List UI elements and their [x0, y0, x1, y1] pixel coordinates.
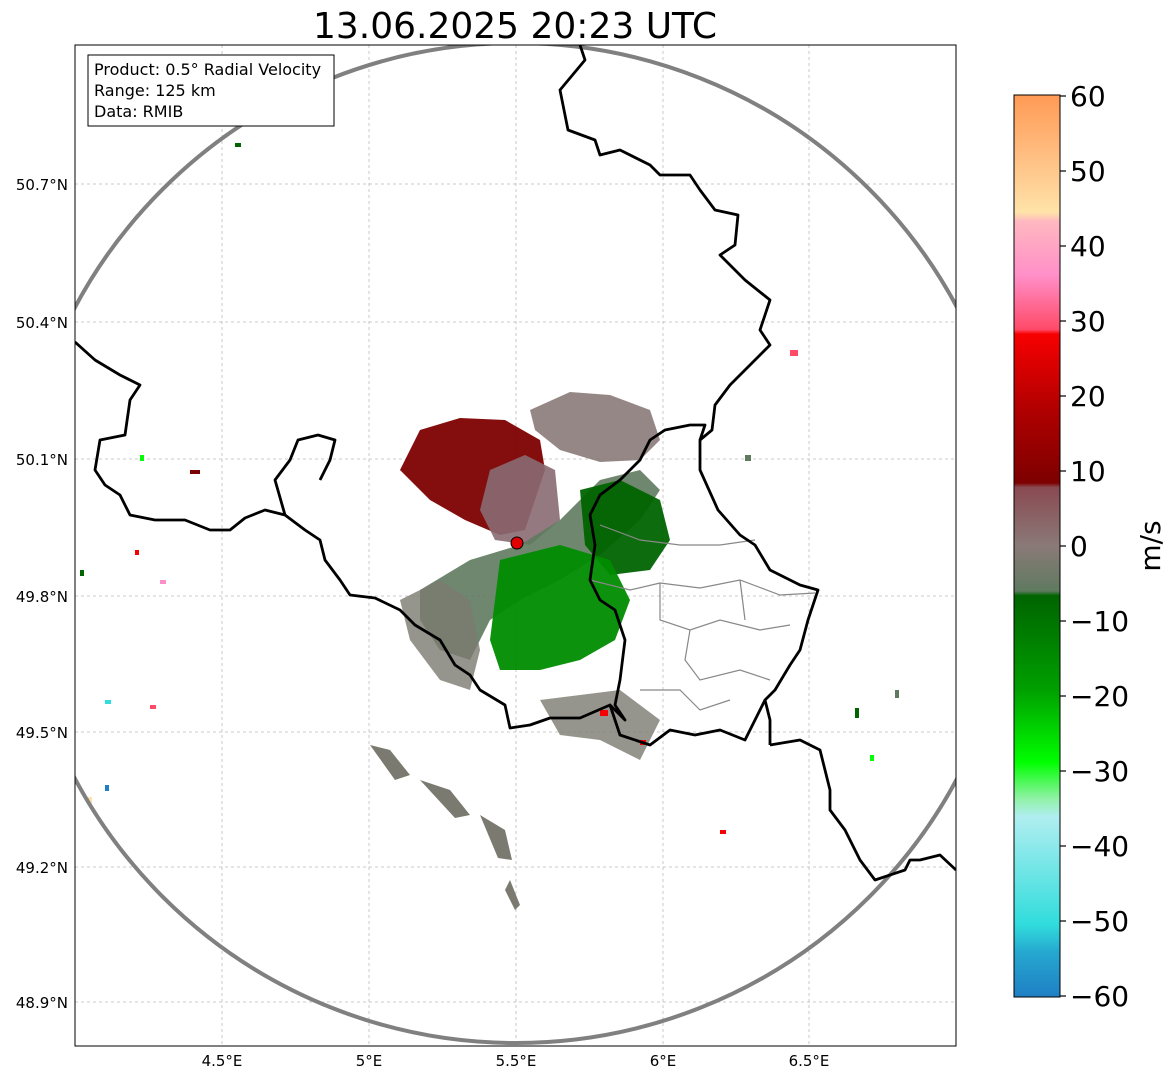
lat-label: 49.2°N [16, 859, 68, 877]
info-box: Product: 0.5° Radial Velocity Range: 125… [87, 54, 335, 127]
country-borders [75, 45, 956, 882]
colorbar-tick: 50 [1070, 155, 1106, 188]
colorbar-tick: 0 [1070, 530, 1088, 563]
info-data: Data: RMIB [94, 102, 183, 121]
lon-label: 6°E [650, 1052, 677, 1070]
colorbar-tick: 20 [1070, 380, 1106, 413]
latitude-labels: 50.7°N 50.4°N 50.1°N 49.8°N 49.5°N 49.2°… [16, 176, 68, 1012]
colorbar-unit: m/s [1134, 520, 1167, 571]
map-title: 13.06.2025 20:23 UTC [313, 6, 717, 47]
colorbar-tick: −20 [1070, 680, 1129, 713]
radar-site-marker [510, 536, 524, 550]
info-product: Product: 0.5° Radial Velocity [94, 60, 321, 79]
lon-label: 5°E [356, 1052, 383, 1070]
colorbar-tick: −30 [1070, 755, 1129, 788]
colorbar-tick: −40 [1070, 830, 1129, 863]
lat-label: 49.8°N [16, 588, 68, 606]
colorbar: 60 50 40 30 20 10 0 −10 −20 −30 −40 −50 … [1013, 80, 1167, 1013]
map-frame [74, 44, 957, 1047]
colorbar-tick: −60 [1070, 980, 1129, 1013]
lat-label: 50.7°N [16, 176, 68, 194]
colorbar-gradient [1013, 94, 1061, 998]
colorbar-tick: 60 [1070, 80, 1106, 113]
lat-label: 49.5°N [16, 724, 68, 742]
lon-label: 6.5°E [789, 1052, 830, 1070]
colorbar-tick: −10 [1070, 605, 1129, 638]
lat-label: 50.4°N [16, 314, 68, 332]
colorbar-tick: 30 [1070, 305, 1106, 338]
lat-label: 48.9°N [16, 994, 68, 1012]
info-range: Range: 125 km [94, 81, 216, 100]
map-content [75, 45, 956, 1046]
longitude-labels: 4.5°E 5°E 5.5°E 6°E 6.5°E [202, 1052, 830, 1070]
range-ring [75, 45, 956, 1045]
lat-label: 50.1°N [16, 451, 68, 469]
admin-boundaries [589, 524, 816, 711]
colorbar-tick: −50 [1070, 905, 1129, 938]
lon-label: 4.5°E [202, 1052, 243, 1070]
lon-label: 5.5°E [496, 1052, 537, 1070]
colorbar-tick: 40 [1070, 230, 1106, 263]
colorbar-tick: 10 [1070, 455, 1106, 488]
radar-echoes [80, 143, 899, 910]
